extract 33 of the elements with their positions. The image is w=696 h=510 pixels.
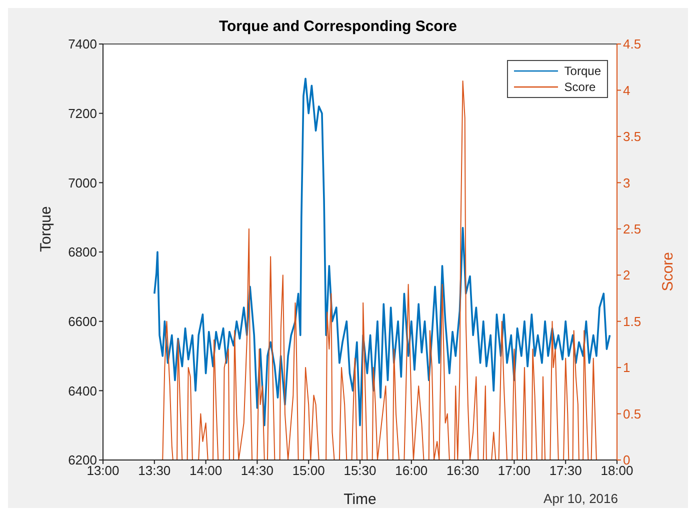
y-tick-label: 6800: [68, 244, 97, 260]
x-tick-label: 15:30: [344, 463, 376, 478]
x-tick-label: 14:00: [190, 463, 222, 478]
x-tick-label: 13:00: [86, 463, 120, 478]
legend-label: Score: [564, 79, 596, 95]
y-axis-title: Torque: [37, 206, 54, 252]
y2-tick-label: 1: [623, 360, 630, 376]
y2-tick-label: 2.5: [623, 222, 642, 237]
x-tick-label: 17:30: [549, 463, 582, 478]
y2-tick-label: 3.5: [623, 129, 642, 144]
y-tick-label: 7200: [68, 106, 97, 121]
x-axis-title: Time: [344, 491, 376, 508]
x-tick-label: 13:30: [138, 463, 171, 478]
x-tick-label: 14:30: [240, 463, 274, 478]
y2-tick-label: 4.5: [623, 36, 642, 52]
y-tick-label: 6600: [68, 314, 97, 329]
y-tick-label: 7400: [68, 36, 97, 52]
x-tick-label: 15:00: [292, 463, 325, 478]
y-tick-label: 7000: [68, 175, 97, 190]
x-tick-label: 18:00: [600, 463, 634, 478]
x-tick-label: 16:00: [395, 463, 428, 478]
y2-tick-label: 2: [623, 268, 630, 283]
chart-title: Torque and Corresponding Score: [218, 18, 458, 35]
y2-tick-label: 3: [623, 175, 630, 190]
x-tick-label: 17:00: [498, 463, 530, 478]
x-tick-label: 16:30: [446, 463, 480, 478]
y-tick-label: 6400: [68, 383, 97, 398]
y2-tick-label: 0.5: [623, 406, 642, 422]
y2-axis-title: Score: [659, 252, 676, 292]
y2-tick-label: 1.5: [623, 314, 642, 329]
legend-label: Torque: [564, 63, 601, 79]
text: Apr 10, 2016: [544, 491, 618, 506]
y2-tick-label: 4: [623, 82, 630, 98]
